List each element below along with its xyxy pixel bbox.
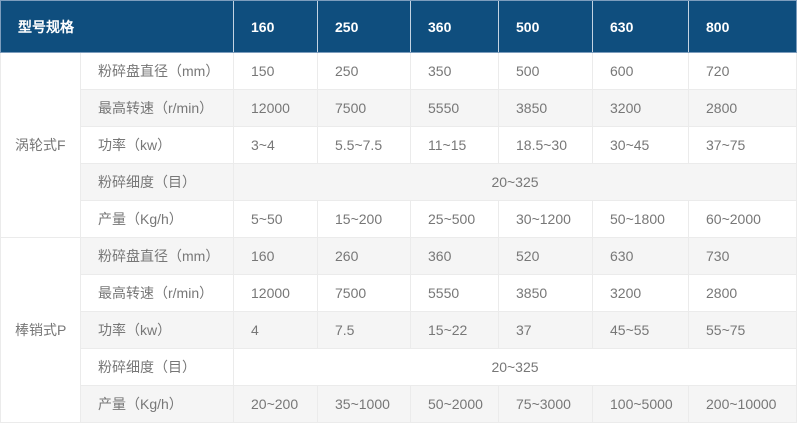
value-cell: 160: [233, 237, 318, 275]
value-cell: 630: [592, 237, 689, 275]
value-cell: 30~1200: [498, 200, 593, 238]
value-cell: 50~1800: [592, 200, 689, 238]
value-cell: 3~4: [233, 126, 318, 164]
value-cell: 720: [688, 52, 797, 90]
value-cell: 150: [233, 52, 318, 90]
value-cell: 520: [498, 237, 593, 275]
value-cell: 200~10000: [688, 385, 797, 423]
value-cell: 7.5: [317, 311, 411, 349]
value-cell: 12000: [233, 89, 318, 127]
model-column-header: 250: [317, 0, 411, 53]
value-cell: 37: [498, 311, 593, 349]
table-row: 最高转速（r/min） 12000 7500 5550 3850 3200 2800: [1, 89, 797, 127]
value-cell: 3850: [498, 274, 593, 312]
table-row: 涡轮式F 粉碎盘直径（mm） 150 250 350 500 600 720: [0, 52, 797, 238]
model-column-header: 160: [233, 0, 318, 53]
value-cell: 100~5000: [592, 385, 689, 423]
table-row: 功率（kw） 3~4 5.5~7.5 11~15 18.5~30 30~45 37~75: [1, 126, 797, 164]
group-label-cell: 棒销式P: [0, 237, 81, 423]
value-cell: 260: [317, 237, 411, 275]
spec-label-cell: 最高转速（r/min）: [80, 274, 234, 312]
model-column-header: 800: [688, 0, 797, 53]
value-cell: 18.5~30: [498, 126, 593, 164]
value-cell: 250: [317, 52, 411, 90]
table-row: 粉碎细度（目） 20~325: [1, 348, 797, 386]
table-row: 产量（Kg/h） 5~50 15~200 25~500 30~1200 50~1800 60…: [1, 200, 797, 238]
spec-label-cell: 功率（kw）: [80, 126, 234, 164]
value-cell: 5.5~7.5: [317, 126, 411, 164]
value-cell: 350: [410, 52, 499, 90]
value-cell: 11~15: [410, 126, 499, 164]
value-cell: 2800: [688, 89, 797, 127]
spec-label-cell: 粉碎盘直径（mm）: [80, 52, 234, 90]
value-cell: 55~75: [688, 311, 797, 349]
value-cell: 2800: [688, 274, 797, 312]
value-cell: 730: [688, 237, 797, 275]
value-cell: 4: [233, 311, 318, 349]
value-cell: 60~2000: [688, 200, 797, 238]
value-cell: 5550: [410, 89, 499, 127]
value-cell: 3200: [592, 274, 689, 312]
spec-label-cell: 粉碎细度（目）: [80, 348, 234, 386]
table-row: 粉碎细度（目） 20~325: [1, 163, 797, 201]
value-cell: 15~200: [317, 200, 411, 238]
value-cell: 75~3000: [498, 385, 593, 423]
value-cell: 45~55: [592, 311, 689, 349]
spec-label-cell: 粉碎细度（目）: [80, 163, 234, 201]
value-cell: 5~50: [233, 200, 318, 238]
spec-label-cell: 最高转速（r/min）: [80, 89, 234, 127]
merged-value-cell: 20~325: [233, 163, 797, 201]
model-column-header: 500: [498, 0, 593, 53]
spec-label-cell: 产量（Kg/h）: [80, 385, 234, 423]
value-cell: 25~500: [410, 200, 499, 238]
value-cell: 360: [410, 237, 499, 275]
spec-label-cell: 功率（kw）: [80, 311, 234, 349]
value-cell: 37~75: [688, 126, 797, 164]
table-row: 棒销式P 粉碎盘直径（mm） 160 260 360 520 630 730: [0, 237, 797, 423]
value-cell: 35~1000: [317, 385, 411, 423]
table-row: 功率（kw） 4 7.5 15~22 37 45~55 55~75: [1, 311, 797, 349]
spec-label-cell: 产量（Kg/h）: [80, 200, 234, 238]
table-row: 最高转速（r/min） 12000 7500 5550 3850 3200 2800: [1, 274, 797, 312]
value-cell: 3850: [498, 89, 593, 127]
value-cell: 7500: [317, 274, 411, 312]
header-title-cell: 型号规格: [0, 0, 234, 53]
group-label-cell: 涡轮式F: [0, 52, 81, 238]
value-cell: 15~22: [410, 311, 499, 349]
value-cell: 30~45: [592, 126, 689, 164]
value-cell: 20~200: [233, 385, 318, 423]
model-column-header: 360: [410, 0, 499, 53]
model-column-header: 630: [592, 0, 689, 53]
value-cell: 50~2000: [410, 385, 499, 423]
value-cell: 500: [498, 52, 593, 90]
header-row: 型号规格 160 250 360 500 630 800: [0, 0, 797, 53]
merged-value-cell: 20~325: [233, 348, 797, 386]
value-cell: 3200: [592, 89, 689, 127]
value-cell: 12000: [233, 274, 318, 312]
table-row: 产量（Kg/h） 20~200 35~1000 50~2000 75~3000 100~5…: [1, 385, 797, 423]
value-cell: 600: [592, 52, 689, 90]
value-cell: 7500: [317, 89, 411, 127]
value-cell: 5550: [410, 274, 499, 312]
table-body: 涡轮式F 粉碎盘直径（mm） 150 250 350 500 600 720 最高转速（r/mi…: [0, 52, 797, 423]
spec-label-cell: 粉碎盘直径（mm）: [80, 237, 234, 275]
